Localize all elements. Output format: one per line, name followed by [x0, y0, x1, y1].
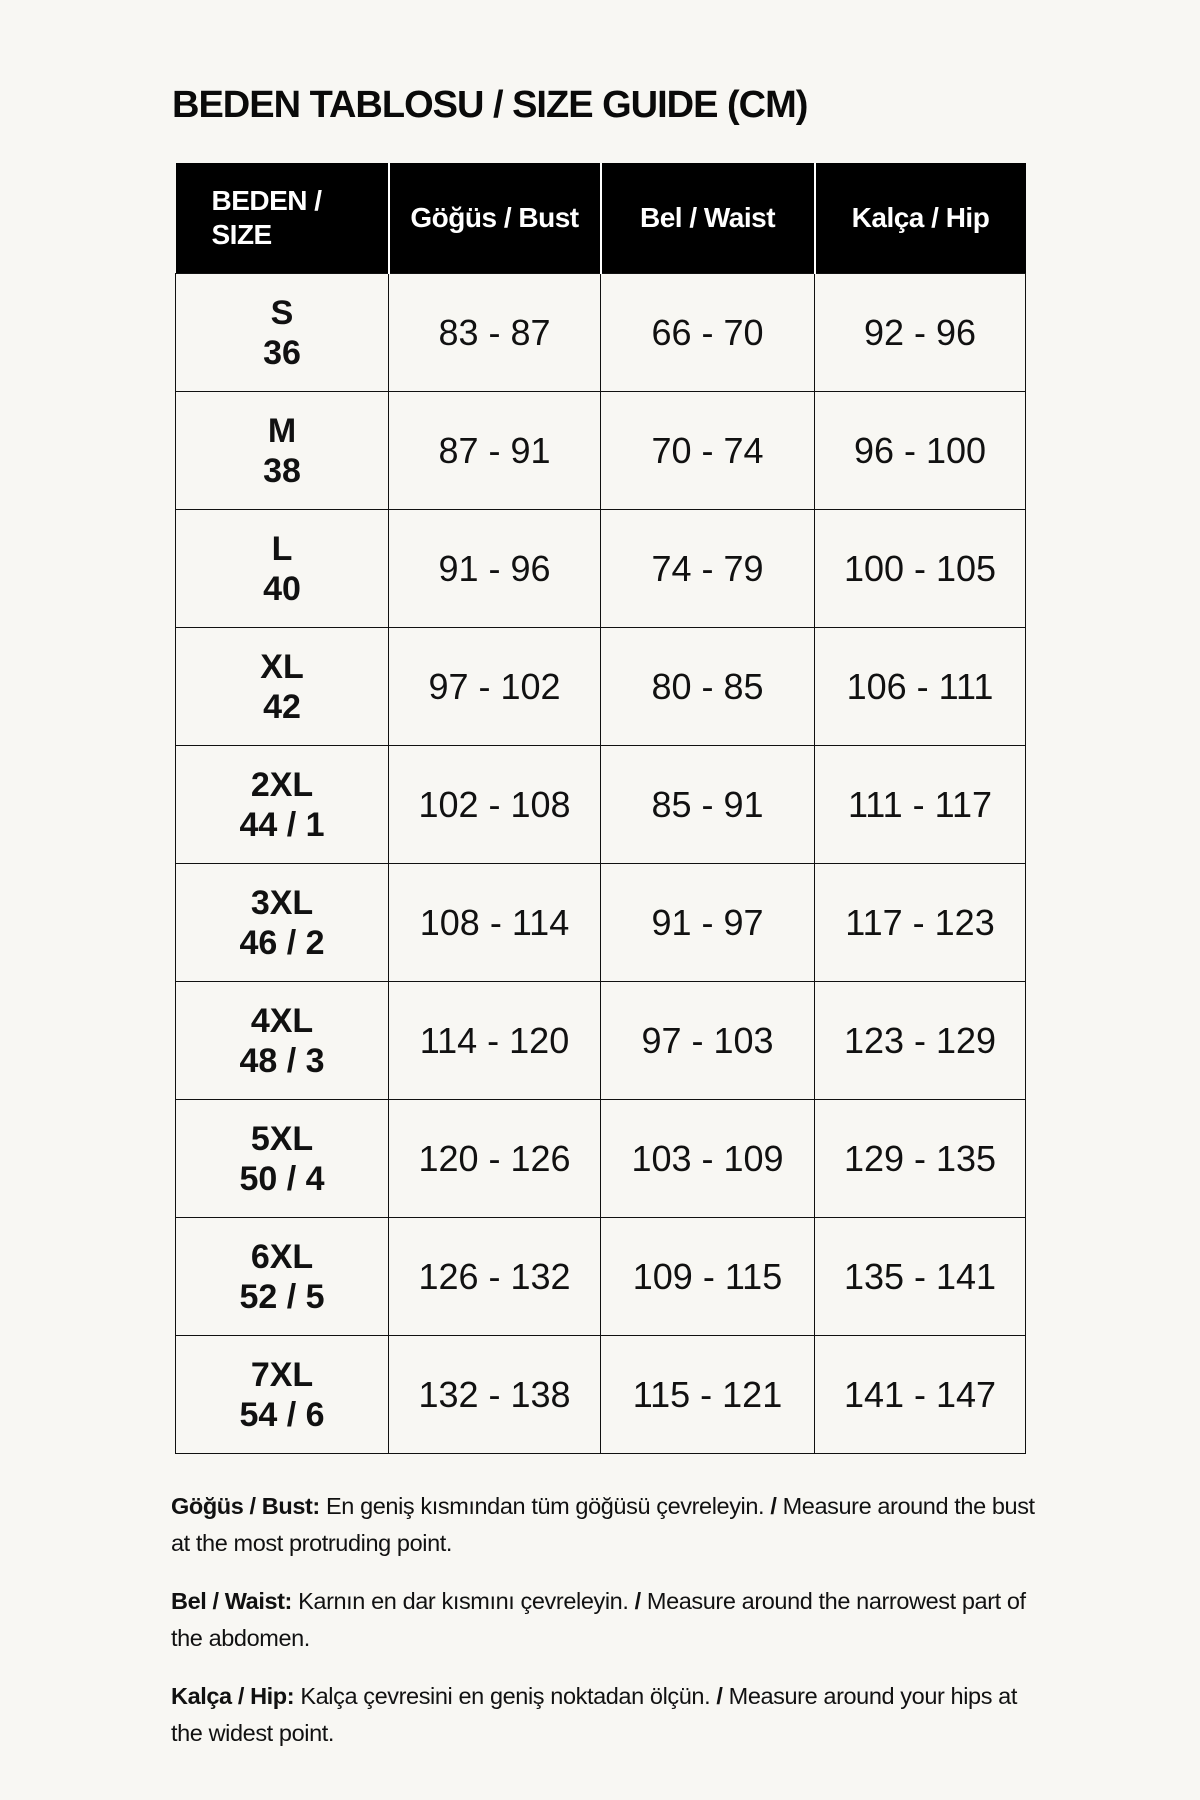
size-cell: S 36 — [175, 273, 389, 392]
size-number: 54 / 6 — [239, 1395, 325, 1434]
size-letter: S — [270, 293, 294, 332]
note-label: Kalça / Hip: — [171, 1683, 295, 1709]
size-letter: 7XL — [250, 1355, 314, 1394]
note-en: Measure around your hips at the widest p… — [171, 1683, 1017, 1746]
bust-cell: 83 - 87 — [388, 273, 601, 392]
size-number: 38 — [263, 451, 301, 490]
table-row: S 36 83 - 87 66 - 70 92 - 96 — [175, 273, 1026, 392]
waist-cell: 66 - 70 — [600, 273, 815, 392]
header-size-line: SIZE — [211, 219, 273, 250]
waist-cell: 97 - 103 — [600, 981, 815, 1100]
note-bust: Göğüs / Bust: En geniş kısmından tüm göğ… — [171, 1488, 1041, 1562]
size-letter: 4XL — [250, 1001, 314, 1040]
size-cell: XL 42 — [175, 627, 389, 746]
measurement-notes: Göğüs / Bust: En geniş kısmından tüm göğ… — [171, 1488, 1041, 1773]
table-header-row: BEDEN / SIZE Göğüs / Bust Bel / Waist Kal… — [175, 163, 1026, 274]
size-number: 48 / 3 — [239, 1041, 325, 1080]
table-row: 3XL 46 / 2 108 - 114 91 - 97 117 - 123 — [175, 863, 1026, 982]
bust-cell: 114 - 120 — [388, 981, 601, 1100]
hip-cell: 141 - 147 — [814, 1335, 1026, 1454]
size-cell: 2XL 44 / 1 — [175, 745, 389, 864]
bust-cell: 126 - 132 — [388, 1217, 601, 1336]
size-cell: L 40 — [175, 509, 389, 628]
size-letter: L — [271, 529, 293, 568]
waist-cell: 70 - 74 — [600, 391, 815, 510]
size-letter: 6XL — [250, 1237, 314, 1276]
size-number: 42 — [263, 687, 301, 726]
size-cell: 4XL 48 / 3 — [175, 981, 389, 1100]
waist-cell: 91 - 97 — [600, 863, 815, 982]
header-hip: Kalça / Hip — [813, 163, 1026, 274]
waist-cell: 103 - 109 — [600, 1099, 815, 1218]
page-title: BEDEN TABLOSU / SIZE GUIDE (CM) — [172, 84, 808, 126]
bust-cell: 87 - 91 — [388, 391, 601, 510]
note-label: Göğüs / Bust: — [171, 1493, 320, 1519]
table-row: 5XL 50 / 4 120 - 126 103 - 109 129 - 135 — [175, 1099, 1026, 1218]
size-cell: 6XL 52 / 5 — [175, 1217, 389, 1336]
size-number: 40 — [263, 569, 301, 608]
size-letter: 5XL — [250, 1119, 314, 1158]
note-tr: En geniş kısmından tüm göğüsü çevreleyin… — [326, 1493, 765, 1519]
size-cell: 5XL 50 / 4 — [175, 1099, 389, 1218]
hip-cell: 117 - 123 — [814, 863, 1026, 982]
bust-cell: 102 - 108 — [388, 745, 601, 864]
waist-cell: 74 - 79 — [600, 509, 815, 628]
note-sep: / — [634, 1588, 642, 1614]
size-cell: 3XL 46 / 2 — [175, 863, 389, 982]
size-letter: XL — [260, 647, 304, 686]
note-en: Measure around the bust at the most prot… — [171, 1493, 1035, 1556]
hip-cell: 106 - 111 — [814, 627, 1026, 746]
size-number: 44 / 1 — [239, 805, 325, 844]
size-letter: 3XL — [250, 883, 314, 922]
note-sep: / — [770, 1493, 777, 1519]
waist-cell: 109 - 115 — [600, 1217, 815, 1336]
bust-cell: 132 - 138 — [388, 1335, 601, 1454]
table-row: M 38 87 - 91 70 - 74 96 - 100 — [175, 391, 1026, 510]
bust-cell: 91 - 96 — [388, 509, 601, 628]
hip-cell: 100 - 105 — [814, 509, 1026, 628]
table-row: XL 42 97 - 102 80 - 85 106 - 111 — [175, 627, 1026, 746]
hip-cell: 96 - 100 — [814, 391, 1026, 510]
note-label: Bel / Waist: — [171, 1588, 292, 1614]
table-row: 2XL 44 / 1 102 - 108 85 - 91 111 - 117 — [175, 745, 1026, 864]
table-row: 4XL 48 / 3 114 - 120 97 - 103 123 - 129 — [175, 981, 1026, 1100]
size-number: 36 — [263, 333, 301, 372]
hip-cell: 123 - 129 — [814, 981, 1026, 1100]
note-en: Measure around the narrowest part of the… — [171, 1588, 1026, 1651]
hip-cell: 135 - 141 — [814, 1217, 1026, 1336]
waist-cell: 115 - 121 — [600, 1335, 815, 1454]
bust-cell: 97 - 102 — [388, 627, 601, 746]
hip-cell: 92 - 96 — [814, 273, 1026, 392]
header-bust: Göğüs / Bust — [387, 163, 601, 274]
note-hip: Kalça / Hip: Kalça çevresini en geniş no… — [171, 1678, 1041, 1752]
note-tr: Karnın en dar kısmını çevreleyin. — [298, 1588, 629, 1614]
waist-cell: 80 - 85 — [600, 627, 815, 746]
hip-cell: 129 - 135 — [814, 1099, 1026, 1218]
size-number: 50 / 4 — [239, 1159, 325, 1198]
note-waist: Bel / Waist: Karnın en dar kısmını çevre… — [171, 1583, 1041, 1657]
table-row: 7XL 54 / 6 132 - 138 115 - 121 141 - 147 — [175, 1335, 1026, 1454]
size-number: 52 / 5 — [239, 1277, 325, 1316]
note-tr: Kalça çevresini en geniş noktadan ölçün. — [300, 1683, 711, 1709]
size-cell: M 38 — [175, 391, 389, 510]
note-sep: / — [716, 1683, 723, 1709]
header-waist: Bel / Waist — [599, 163, 815, 274]
size-letter: 2XL — [250, 765, 314, 804]
size-guide-table: BEDEN / SIZE Göğüs / Bust Bel / Waist Kal… — [175, 163, 1026, 1454]
size-cell: 7XL 54 / 6 — [175, 1335, 389, 1454]
bust-cell: 108 - 114 — [388, 863, 601, 982]
size-letter: M — [267, 411, 297, 450]
header-size: BEDEN / SIZE — [175, 163, 389, 274]
size-number: 46 / 2 — [239, 923, 325, 962]
table-row: L 40 91 - 96 74 - 79 100 - 105 — [175, 509, 1026, 628]
table-row: 6XL 52 / 5 126 - 132 109 - 115 135 - 141 — [175, 1217, 1026, 1336]
header-size-line: BEDEN / — [211, 185, 323, 216]
waist-cell: 85 - 91 — [600, 745, 815, 864]
hip-cell: 111 - 117 — [814, 745, 1026, 864]
bust-cell: 120 - 126 — [388, 1099, 601, 1218]
